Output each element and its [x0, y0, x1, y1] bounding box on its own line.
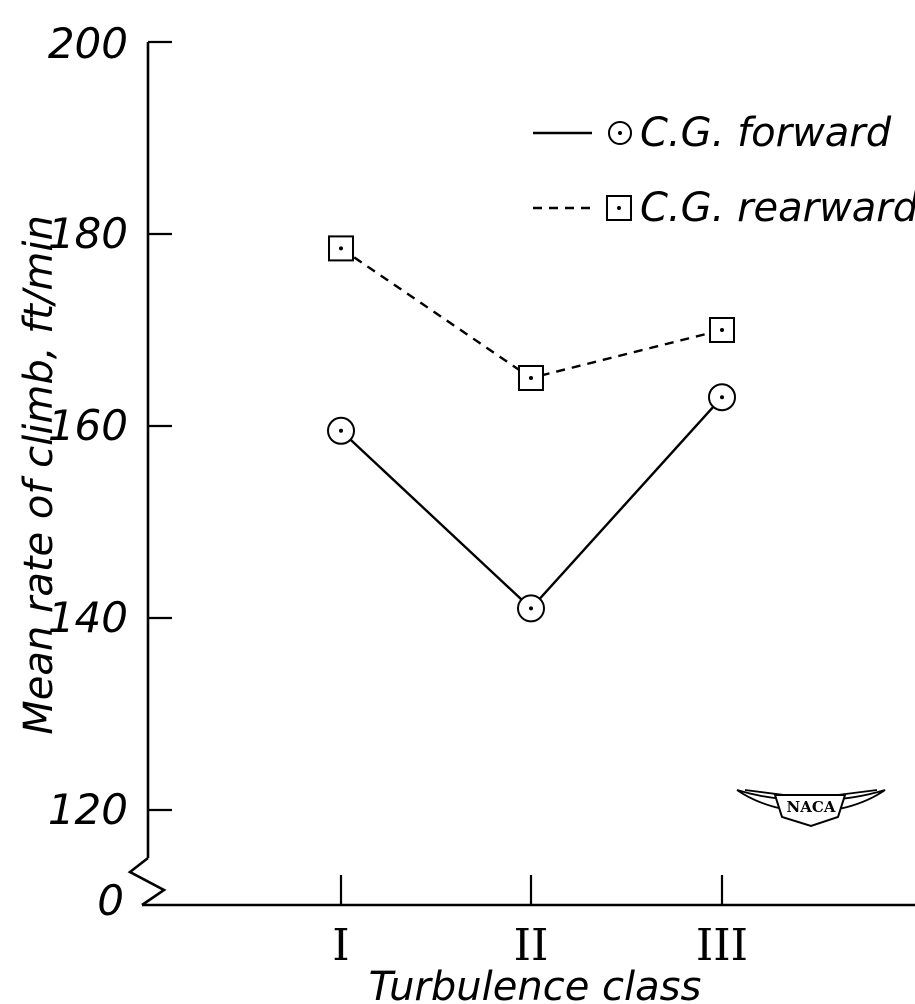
y-tick-label-160: 160 — [48, 401, 128, 450]
legend-label-forward: C.G. forward — [640, 110, 892, 156]
data-point-c-g-rearward-III-dot — [720, 328, 724, 332]
x-tick-label-III: III — [696, 920, 748, 971]
y-axis-label: Mean rate of climb, ft/min — [16, 215, 62, 735]
naca-badge — [773, 794, 847, 828]
x-tick-label-II: II — [514, 920, 549, 971]
series-line-c-g-forward — [340, 396, 723, 611]
naca-logo: NACA — [736, 789, 886, 828]
series-layer — [327, 235, 736, 623]
data-point-c-g-rearward-I-dot — [339, 246, 343, 251]
legend-label-rearward: C.G. rearward — [640, 185, 915, 231]
naca-logo-text: NACA — [787, 798, 836, 816]
x-tick-label-I: I — [332, 920, 349, 971]
y-tick-label-140: 140 — [48, 593, 128, 642]
axis-break — [127, 856, 167, 907]
x-ticks — [339, 875, 724, 905]
y-tick-label-200: 200 — [48, 19, 128, 68]
y-tick-label-120: 120 — [48, 785, 128, 834]
x-tick-labels: I II III — [332, 920, 748, 971]
legend-marker-forward-dot — [618, 131, 622, 135]
legend: C.G. forward C.G. rearward — [533, 110, 915, 231]
y-ticks — [148, 40, 172, 812]
series-line-c-g-rearward — [340, 247, 723, 380]
data-point-c-g-forward-III-dot — [720, 395, 724, 400]
legend-marker-rearward-dot — [617, 206, 621, 210]
x-axis-label: Turbulence class — [369, 964, 702, 1004]
data-point-c-g-forward-I-dot — [339, 428, 343, 433]
data-point-c-g-forward-II-dot — [529, 606, 533, 611]
y-tick-labels: 200 180 160 140 120 0 — [48, 19, 128, 925]
data-point-c-g-rearward-II-dot — [529, 376, 533, 380]
y-tick-label-0: 0 — [97, 876, 124, 925]
y-tick-label-180: 180 — [48, 209, 128, 258]
